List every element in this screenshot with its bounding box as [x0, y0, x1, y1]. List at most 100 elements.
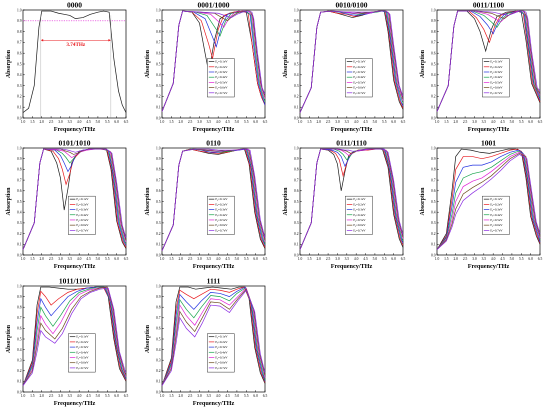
- legend-entry: Ef=0.7eV: [215, 366, 228, 371]
- x-tick-label: 2.5: [188, 394, 193, 398]
- x-tick-label: 3.5: [207, 257, 212, 261]
- x-tick-label: 1.0: [298, 120, 303, 124]
- y-tick-label: 0.7: [156, 178, 161, 182]
- x-tick-label: 3.5: [68, 257, 73, 261]
- y-tick-label: 0.2: [156, 95, 161, 99]
- legend-entry: Ef=0.4eV: [353, 213, 366, 218]
- legend-entry: Ef=0.2eV: [215, 202, 228, 207]
- x-tick-label: 4.5: [225, 394, 230, 398]
- x-tick-label: 2.0: [39, 257, 44, 261]
- legend-entry: Ef=0.4eV: [76, 350, 89, 355]
- x-tick-label: 5.0: [96, 257, 101, 261]
- x-tick-label: 2.0: [453, 257, 458, 261]
- y-tick-label: 1.0: [17, 146, 22, 150]
- x-tick-label: 1.5: [30, 394, 35, 398]
- y-axis-label: Absorption: [6, 49, 12, 78]
- x-tick-label: 1.5: [307, 257, 312, 261]
- legend-entry: Ef=0.3eV: [215, 208, 228, 213]
- x-tick-label: 1.0: [298, 257, 303, 261]
- y-tick-label: 0.5: [294, 62, 299, 66]
- x-tick-label: 5.5: [244, 120, 249, 124]
- y-tick-label: 0.5: [17, 200, 22, 204]
- y-tick-label: 0.8: [17, 168, 22, 172]
- x-tick-label: 6.5: [263, 394, 268, 398]
- y-tick-label: 0.1: [156, 106, 161, 110]
- x-tick-label: 3.0: [58, 257, 63, 261]
- y-tick-label: 0.6: [17, 52, 22, 56]
- x-tick-label: 6.0: [114, 394, 119, 398]
- legend-entry: Ef=0.5eV: [215, 218, 228, 223]
- panel-3: 0010/0100 1.0 1.5 2.0 2.5 3.0 3.5 4.0 4.5 5.0 5.5 6…: [283, 1, 405, 134]
- legend-entry: Ef=0.6eV: [215, 86, 228, 91]
- y-tick-label: 0.0: [156, 253, 161, 257]
- x-tick-label: 5.5: [382, 120, 387, 124]
- y-tick-label: 0.4: [156, 73, 161, 77]
- x-tick-label: 2.0: [178, 257, 183, 261]
- x-tick-label: 3.5: [68, 394, 73, 398]
- y-tick-label: 0.0: [17, 390, 22, 394]
- y-tick-label: 0.3: [294, 84, 299, 88]
- y-tick-label: 1.0: [156, 8, 161, 12]
- x-tick-label: 3.5: [345, 120, 350, 124]
- legend-entry: Ef=0.7eV: [353, 91, 366, 96]
- y-tick-label: 1.0: [156, 284, 161, 288]
- series-line: [22, 286, 127, 386]
- y-tick-label: 0.8: [294, 168, 299, 172]
- y-tick-label: 0.5: [156, 337, 161, 341]
- y-tick-label: 0.0: [156, 116, 161, 120]
- y-tick-label: 0.0: [294, 116, 299, 120]
- legend-box: [207, 333, 235, 373]
- x-tick-label: 1.5: [30, 257, 35, 261]
- series-line: [22, 286, 127, 386]
- y-tick-label: 0.1: [431, 243, 436, 247]
- x-tick-label: 5.5: [519, 257, 524, 261]
- x-tick-label: 6.5: [124, 120, 129, 124]
- x-tick-label: 1.0: [435, 120, 440, 124]
- x-tick-label: 1.0: [160, 394, 165, 398]
- x-tick-label: 6.0: [528, 120, 533, 124]
- y-tick-label: 0.3: [17, 359, 22, 363]
- series-line: [436, 148, 541, 250]
- y-tick-label: 0.9: [294, 157, 299, 161]
- legend-entry: Ef=0.5eV: [353, 218, 366, 223]
- panel-2: 0001/1000 1.0 1.5 2.0 2.5 3.0 3.5 4.0 4.5 5.0 5.5 6…: [145, 1, 267, 134]
- x-tick-label: 5.0: [510, 257, 515, 261]
- legend-box: [482, 58, 510, 98]
- x-tick-label: 2.5: [49, 257, 54, 261]
- x-tick-label: 4.0: [491, 120, 496, 124]
- legend-box: [207, 58, 235, 98]
- x-tick-label: 1.0: [435, 257, 440, 261]
- y-tick-label: 0.3: [431, 84, 436, 88]
- x-axis-label: Frequency/THz: [193, 126, 235, 133]
- legend-entry: Ef=0.6eV: [76, 223, 89, 228]
- x-tick-label: 3.5: [68, 120, 73, 124]
- y-tick-label: 0.7: [294, 41, 299, 45]
- panel-title: 0101/1010: [58, 139, 90, 148]
- y-tick-label: 0.7: [17, 316, 22, 320]
- panel-9: 1011/1101 1.0 1.5 2.0 2.5 3.0 3.5 4.0 4.5 5.0 5.5 6…: [6, 277, 128, 408]
- y-tick-label: 0.7: [17, 41, 22, 45]
- x-axis-label: Frequency/THz: [54, 263, 96, 270]
- y-axis-label: Absorption: [6, 324, 12, 353]
- legend-entry: Ef=0.6eV: [490, 223, 503, 228]
- x-tick-label: 5.0: [373, 120, 378, 124]
- legend-entry: Ef=0.4eV: [215, 213, 228, 218]
- y-tick-label: 0.2: [294, 95, 299, 99]
- x-tick-label: 2.5: [188, 257, 193, 261]
- y-tick-label: 0.9: [156, 295, 161, 299]
- y-tick-label: 0.9: [431, 19, 436, 23]
- x-tick-label: 5.0: [235, 394, 240, 398]
- x-tick-label: 4.5: [363, 120, 368, 124]
- x-tick-label: 6.0: [391, 120, 396, 124]
- y-tick-label: 0.5: [156, 62, 161, 66]
- y-tick-label: 0.2: [156, 369, 161, 373]
- legend-entry: Ef=0.2eV: [215, 65, 228, 70]
- y-tick-label: 0.8: [156, 30, 161, 34]
- x-tick-label: 2.0: [316, 120, 321, 124]
- panel-5: 0101/1010 1.0 1.5 2.0 2.5 3.0 3.5 4.0 4.5 5.0 5.5 6…: [6, 139, 128, 271]
- y-tick-label: 0.5: [294, 200, 299, 204]
- series-line: [299, 10, 404, 113]
- x-axis-label: Frequency/THz: [331, 263, 373, 270]
- y-tick-label: 0.0: [156, 390, 161, 394]
